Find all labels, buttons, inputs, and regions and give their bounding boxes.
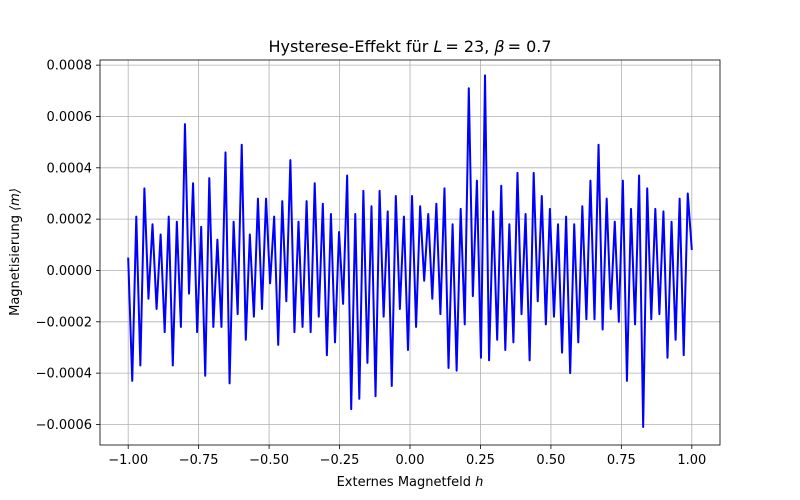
x-tick-label: 0.00 bbox=[396, 453, 425, 468]
title-beta-value: = 0.7 bbox=[508, 37, 552, 56]
title-beta-symbol: β bbox=[493, 37, 504, 56]
x-tick-label: 0.25 bbox=[466, 453, 495, 468]
x-tick-label: 1.00 bbox=[677, 453, 706, 468]
y-tick-label: −0.0004 bbox=[36, 367, 92, 382]
y-tick-label: 0.0000 bbox=[47, 264, 93, 279]
magnetization-series-line bbox=[127, 74, 693, 429]
y-tick-label: 0.0002 bbox=[47, 213, 93, 228]
x-tick-label: −0.50 bbox=[249, 453, 289, 468]
x-tick-label: 0.75 bbox=[607, 453, 636, 468]
x-axis-label: Externes Magnetfeld h bbox=[337, 475, 484, 490]
y-tick-label: −0.0002 bbox=[36, 315, 92, 330]
chart-title: Hysterese-Effekt für L = 23, β = 0.7 bbox=[268, 37, 551, 56]
y-axis-label-text: Magnetisierung bbox=[8, 211, 23, 316]
x-tick-label: −0.25 bbox=[320, 453, 360, 468]
title-prefix: Hysterese-Effekt für bbox=[268, 37, 433, 56]
y-axis-label-var: ⟨m⟩ bbox=[8, 188, 23, 211]
y-tick-label: −0.0006 bbox=[36, 418, 92, 433]
x-axis-label-text: Externes Magnetfeld bbox=[337, 475, 476, 490]
y-tick-label: 0.0008 bbox=[47, 59, 93, 74]
title-l-symbol: L bbox=[433, 37, 442, 56]
x-tick-label: 0.50 bbox=[536, 453, 565, 468]
x-axis-label-var: h bbox=[475, 475, 483, 490]
y-axis-label: Magnetisierung ⟨m⟩ bbox=[8, 188, 23, 316]
tick-layer: −1.00 −0.75 −0.50 −0.25 0.00 0.25 0.50 0.75 1.00… bbox=[36, 59, 707, 468]
title-l-value: = 23, bbox=[445, 37, 494, 56]
x-tick-label: −0.75 bbox=[179, 453, 219, 468]
y-tick-label: 0.0006 bbox=[47, 110, 93, 125]
y-tick-label: 0.0004 bbox=[47, 161, 93, 176]
series-layer bbox=[127, 74, 693, 429]
x-tick-label: −1.00 bbox=[108, 453, 148, 468]
